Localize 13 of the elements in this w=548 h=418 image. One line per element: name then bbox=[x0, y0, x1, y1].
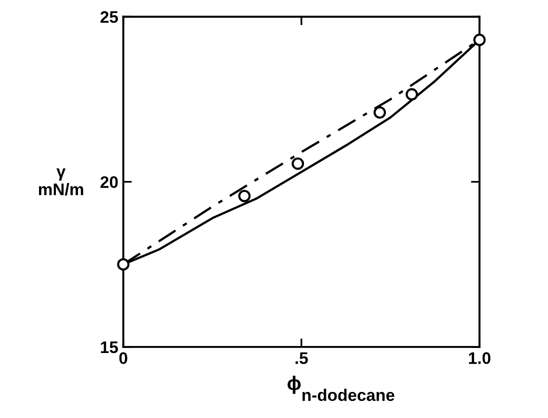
point bbox=[374, 106, 386, 119]
y-axis-title: γ mN/m bbox=[38, 168, 84, 196]
y-tick-label: 25 bbox=[100, 11, 118, 23]
point bbox=[117, 258, 130, 271]
point bbox=[473, 34, 486, 46]
x-tick-label: 0 bbox=[119, 352, 128, 364]
x-tick-label: .5 bbox=[296, 352, 308, 364]
point bbox=[406, 88, 418, 101]
y-tick-label: 20 bbox=[100, 176, 118, 188]
y-tick-label: 15 bbox=[100, 342, 118, 354]
point bbox=[238, 190, 251, 202]
point bbox=[292, 157, 304, 170]
x-tick-label: 1.0 bbox=[468, 352, 490, 364]
